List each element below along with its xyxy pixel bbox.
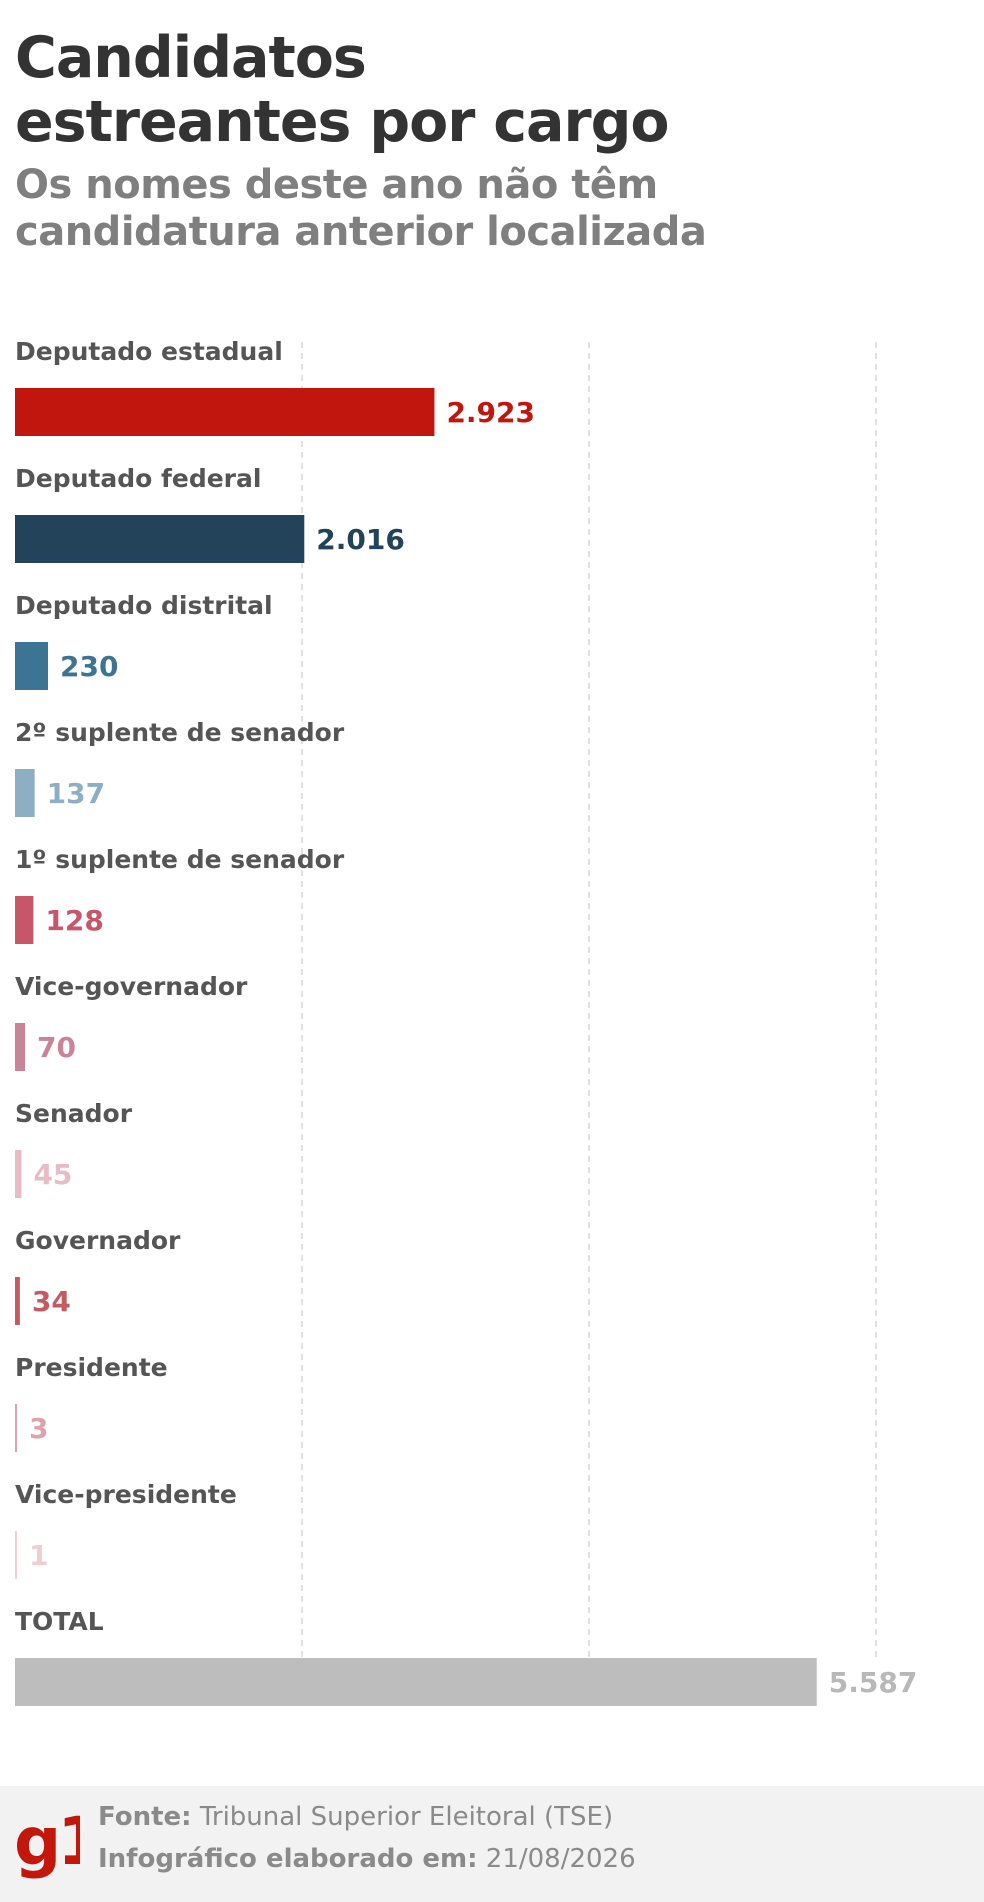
g1-logo: g1 xyxy=(14,1803,80,1880)
bar-3 xyxy=(15,769,35,817)
bar-chart: Deputado estadual 2.923 Deputado federal 2.… xyxy=(15,337,918,1706)
title-line-2: estreantes por cargo xyxy=(15,89,670,155)
value-label: 230 xyxy=(60,650,118,683)
date-label: Infográfico elaborado em: xyxy=(98,1844,478,1874)
value-label: 45 xyxy=(33,1158,72,1191)
value-label: 137 xyxy=(47,777,105,810)
title-line-1: Candidatos xyxy=(15,25,367,91)
value-label: 3 xyxy=(29,1412,48,1445)
footer-source: Fonte: Tribunal Superior Eleitoral (TSE) xyxy=(98,1802,613,1832)
subtitle-line-2: candidatura anterior localizada xyxy=(15,209,707,255)
category-label: TOTAL xyxy=(15,1607,104,1636)
category-label: Senador xyxy=(15,1099,133,1128)
bar-4 xyxy=(15,896,34,944)
category-label: 2º suplente de senador xyxy=(15,718,345,747)
category-label: Vice-presidente xyxy=(15,1480,237,1509)
bar-5 xyxy=(15,1023,26,1071)
category-label: Vice-governador xyxy=(15,972,248,1001)
category-label: 1º suplente de senador xyxy=(15,845,345,874)
category-label: Presidente xyxy=(15,1353,168,1382)
bar-9 xyxy=(15,1531,17,1579)
value-label: 70 xyxy=(37,1031,76,1064)
date-value: 21/08/2026 xyxy=(485,1844,636,1874)
value-label: 2.923 xyxy=(446,396,535,429)
bar-7 xyxy=(15,1277,20,1325)
value-label: 2.016 xyxy=(316,523,405,556)
bar-2 xyxy=(15,642,49,690)
bar-8 xyxy=(15,1404,17,1452)
bar-10 xyxy=(15,1658,817,1706)
category-label: Governador xyxy=(15,1226,181,1255)
source-label: Fonte: xyxy=(98,1802,192,1832)
value-label: 5.587 xyxy=(829,1666,918,1699)
chart-title: Candidatos estreantes por cargo xyxy=(15,26,915,154)
svg-text:g1: g1 xyxy=(14,1803,80,1880)
bar-1 xyxy=(15,515,305,563)
value-label: 34 xyxy=(32,1285,71,1318)
source-value: Tribunal Superior Eleitoral (TSE) xyxy=(199,1802,614,1832)
footer-date: Infográfico elaborado em: 21/08/2026 xyxy=(98,1844,636,1874)
footer: g1 Fonte: Tribunal Superior Eleitoral (T… xyxy=(0,1786,984,1902)
bar-6 xyxy=(15,1150,22,1198)
bar-0 xyxy=(15,388,435,436)
category-label: Deputado federal xyxy=(15,464,261,493)
category-label: Deputado distrital xyxy=(15,591,273,620)
value-label: 128 xyxy=(45,904,103,937)
category-label: Deputado estadual xyxy=(15,337,283,366)
value-label: 1 xyxy=(29,1539,48,1572)
chart-subtitle: Os nomes deste ano não têm candidatura a… xyxy=(15,162,915,256)
subtitle-line-1: Os nomes deste ano não têm xyxy=(15,162,658,208)
